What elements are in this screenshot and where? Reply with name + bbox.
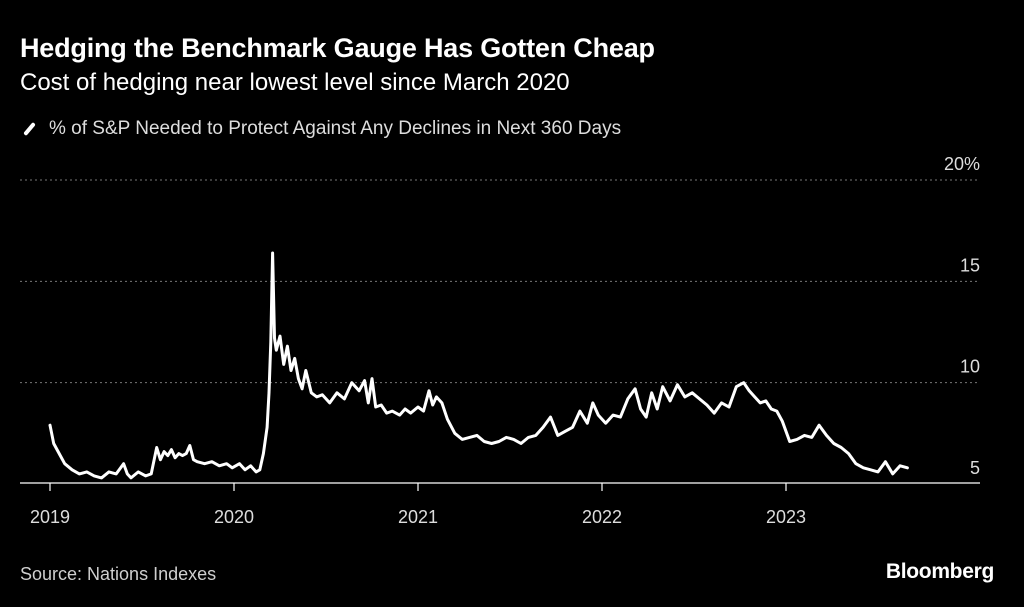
chart-title: Hedging the Benchmark Gauge Has Gotten C… bbox=[20, 33, 655, 63]
legend: % of S&P Needed to Protect Against Any D… bbox=[22, 118, 621, 140]
bloomberg-logo: Bloomberg bbox=[885, 560, 994, 583]
legend-label: % of S&P Needed to Protect Against Any D… bbox=[49, 118, 622, 139]
x-tick-label-2023: 2023 bbox=[766, 507, 806, 527]
series-line-0 bbox=[48, 251, 909, 480]
y-tick-label-15: 15 bbox=[960, 255, 980, 275]
y-tick-label-5: 5 bbox=[970, 458, 980, 478]
x-tick-label-2021: 2021 bbox=[398, 507, 438, 527]
chart-subtitle: Cost of hedging near lowest level since … bbox=[20, 69, 570, 96]
x-tick-label-2020: 2020 bbox=[214, 507, 254, 527]
source-note: Source: Nations Indexes bbox=[20, 564, 217, 584]
series-layer bbox=[48, 251, 909, 480]
y-tick-label-20: 20% bbox=[944, 154, 980, 174]
y-axis-ticks: 5 10 15 20% bbox=[944, 154, 980, 478]
x-axis-ticks: 2019 2020 2021 2022 2023 bbox=[30, 483, 806, 527]
x-tick-label-2019: 2019 bbox=[30, 507, 70, 527]
gridlines bbox=[20, 179, 980, 384]
x-tick-label-2022: 2022 bbox=[582, 507, 622, 527]
y-tick-label-10: 10 bbox=[960, 357, 980, 377]
